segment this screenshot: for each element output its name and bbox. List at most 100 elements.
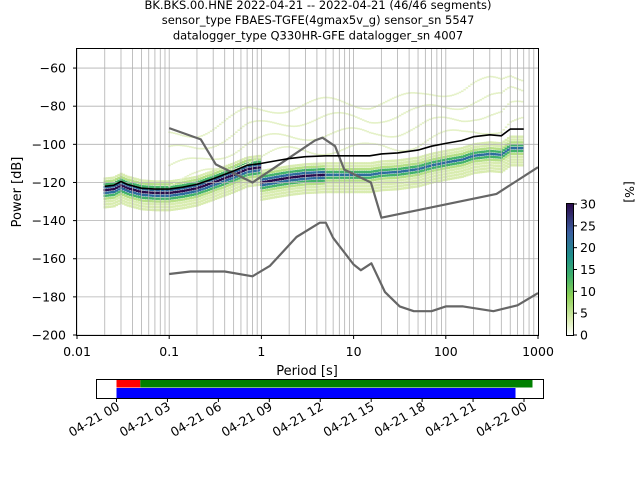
heatmap-cell bbox=[149, 188, 153, 192]
heatmap-cell bbox=[336, 187, 340, 191]
heatmap-cell bbox=[437, 162, 441, 166]
heatmap-cell bbox=[308, 165, 312, 169]
heatmap-cell bbox=[108, 196, 112, 200]
heatmap-cell bbox=[320, 168, 324, 171]
heatmap-cell bbox=[308, 177, 312, 180]
timeline-tick-label: 04-21 15 bbox=[321, 399, 377, 440]
heatmap-cell bbox=[490, 164, 494, 167]
heatmap-cell bbox=[442, 178, 446, 182]
heatmap-cell bbox=[463, 88, 466, 91]
heatmap-cell bbox=[274, 112, 277, 114]
heatmap-cell bbox=[151, 200, 155, 203]
heatmap-cell bbox=[170, 202, 174, 206]
heatmap-cell bbox=[294, 184, 298, 187]
heatmap-cell bbox=[189, 136, 192, 138]
heatmap-cell bbox=[281, 186, 285, 189]
heatmap-cell bbox=[124, 197, 128, 201]
heatmap-cell bbox=[267, 180, 271, 183]
heatmap-cell bbox=[479, 156, 483, 160]
heatmap-cell bbox=[506, 145, 510, 149]
heatmap-cell bbox=[311, 177, 315, 180]
heatmap-cell bbox=[384, 162, 388, 166]
heatmap-cell bbox=[154, 206, 158, 209]
heatmap-cell bbox=[357, 165, 361, 168]
heatmap-cell bbox=[299, 169, 303, 172]
heatmap-cell bbox=[285, 171, 289, 174]
heatmap-cell bbox=[175, 179, 179, 182]
heatmap-cell bbox=[338, 167, 342, 171]
heatmap-cell bbox=[377, 166, 381, 169]
heatmap-cell bbox=[412, 174, 416, 177]
heatmap-cell bbox=[329, 153, 333, 155]
heatmap-cell bbox=[214, 168, 217, 170]
heatmap-cell bbox=[327, 170, 331, 174]
heatmap-cell bbox=[474, 145, 478, 149]
heatmap-cell bbox=[278, 183, 282, 187]
heatmap-cell bbox=[135, 186, 139, 190]
heatmap-cell bbox=[520, 141, 524, 144]
heatmap-cell bbox=[325, 96, 328, 99]
heatmap-cell bbox=[262, 192, 266, 195]
colorbar-label: [%] bbox=[622, 181, 637, 203]
heatmap-cell bbox=[230, 168, 234, 171]
heatmap-cell bbox=[327, 187, 331, 191]
heatmap-cell bbox=[110, 196, 114, 200]
heatmap-cell bbox=[320, 185, 324, 188]
heatmap-cell bbox=[350, 104, 353, 107]
heatmap-cell bbox=[458, 167, 462, 170]
heatmap-cell bbox=[391, 185, 395, 188]
heatmap-cell bbox=[497, 159, 501, 162]
heatmap-cell bbox=[175, 132, 178, 135]
heatmap-cell bbox=[112, 182, 116, 185]
heatmap-cell bbox=[165, 200, 169, 203]
heatmap-cell bbox=[133, 191, 137, 195]
heatmap-cell bbox=[336, 162, 340, 165]
heatmap-cell bbox=[182, 134, 185, 137]
heatmap-cell bbox=[405, 169, 409, 172]
heatmap-cell bbox=[357, 127, 360, 130]
heatmap-cell bbox=[463, 120, 466, 123]
heatmap-cell bbox=[269, 191, 273, 194]
heatmap-cell bbox=[105, 194, 109, 197]
heatmap-cell bbox=[115, 200, 119, 204]
timeline-tick-label: 04-21 00 bbox=[66, 399, 122, 440]
heatmap-cell bbox=[161, 200, 165, 203]
heatmap-cell bbox=[421, 122, 425, 124]
heatmap-cell bbox=[476, 154, 480, 157]
heatmap-cell bbox=[237, 171, 241, 175]
heatmap-cell bbox=[301, 177, 305, 181]
heatmap-cell bbox=[387, 99, 390, 102]
heatmap-cell bbox=[248, 156, 252, 159]
heatmap-cell bbox=[375, 172, 379, 175]
heatmap-cell bbox=[405, 163, 409, 167]
heatmap-cell bbox=[193, 178, 197, 182]
heatmap-cell bbox=[198, 135, 201, 138]
heatmap-cell bbox=[221, 189, 225, 192]
heatmap-cell bbox=[181, 186, 185, 190]
heatmap-cell bbox=[359, 187, 363, 191]
heatmap-cell bbox=[306, 183, 310, 186]
heatmap-cell bbox=[306, 174, 310, 177]
heatmap-cell bbox=[389, 165, 393, 168]
heatmap-cell bbox=[421, 172, 425, 175]
heatmap-cell bbox=[437, 165, 441, 168]
heatmap-cell bbox=[184, 200, 188, 204]
heatmap-cell bbox=[426, 153, 430, 157]
heatmap-cell bbox=[329, 176, 333, 179]
heatmap-cell bbox=[338, 182, 342, 185]
heatmap-cell bbox=[193, 171, 197, 174]
heatmap-cell bbox=[377, 163, 381, 166]
heatmap-cell bbox=[234, 186, 238, 190]
heatmap-cell bbox=[493, 167, 497, 170]
heatmap-cell bbox=[506, 137, 510, 140]
heatmap-cell bbox=[463, 174, 467, 178]
heatmap-cell bbox=[184, 203, 188, 206]
heatmap-cell bbox=[364, 190, 368, 194]
heatmap-cell bbox=[253, 120, 257, 123]
heatmap-cell bbox=[511, 164, 515, 167]
heatmap-cell bbox=[237, 188, 241, 192]
heatmap-cell bbox=[433, 94, 436, 97]
heatmap-cell bbox=[161, 183, 165, 186]
heatmap-cell bbox=[484, 76, 487, 79]
heatmap-cell bbox=[361, 170, 365, 174]
